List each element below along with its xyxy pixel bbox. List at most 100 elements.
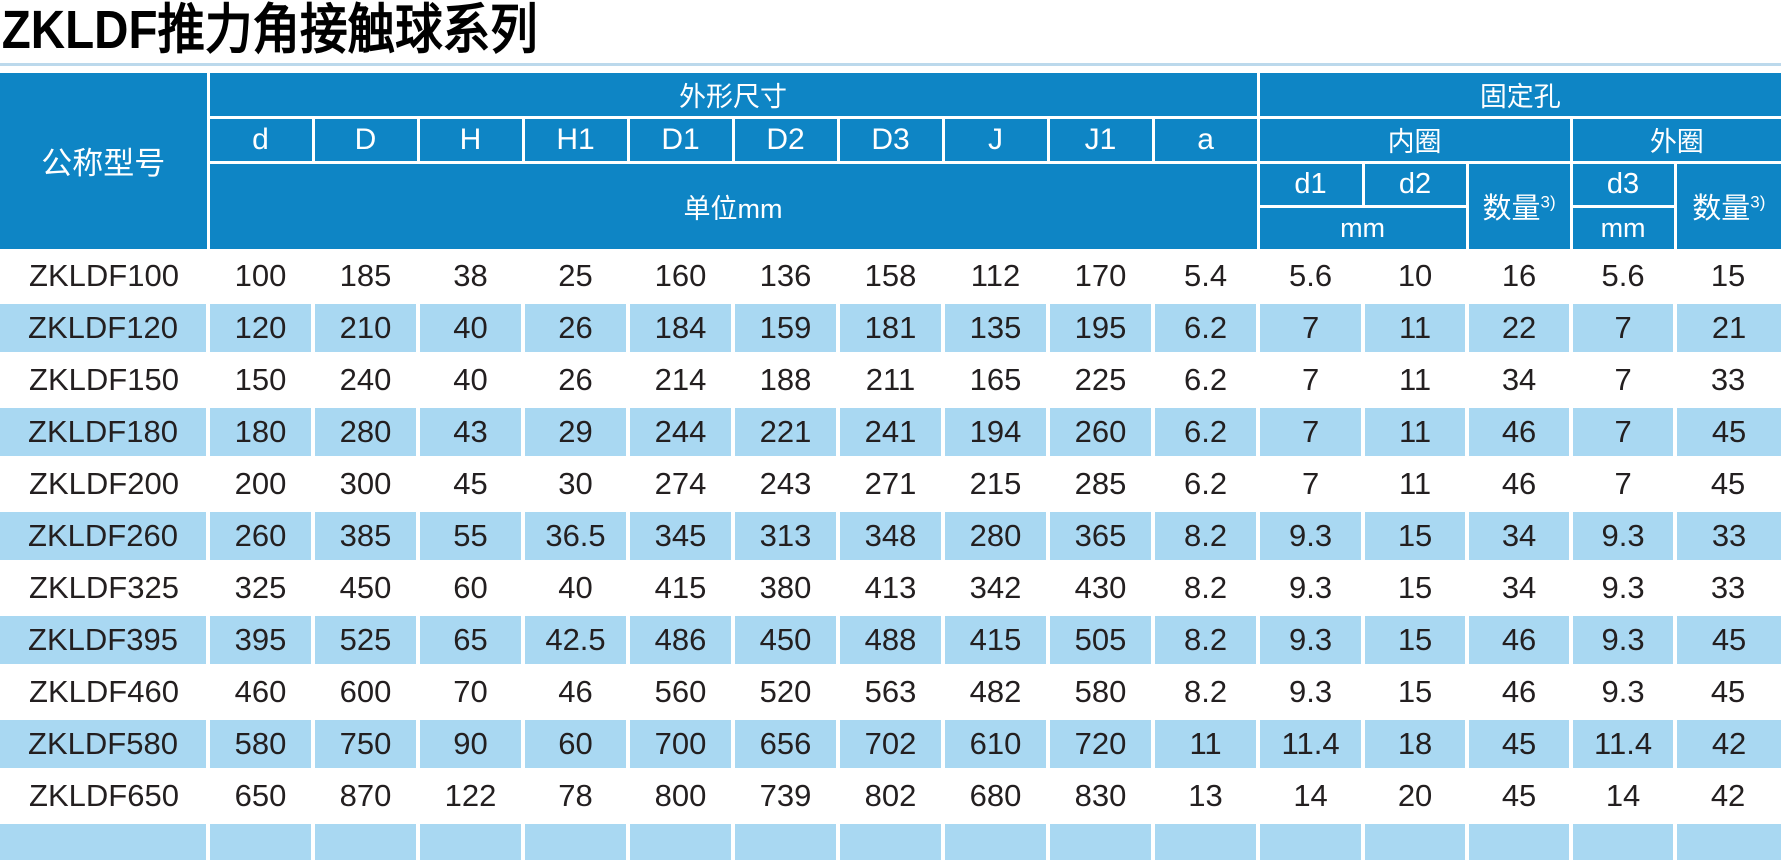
- value-cell: 656: [731, 716, 840, 772]
- value-cell: 9.3: [1571, 666, 1676, 718]
- value-cell: 45: [1673, 404, 1781, 460]
- value-cell: 60: [418, 562, 523, 614]
- value-cell: [1150, 820, 1261, 864]
- page-title: ZKLDF推力角接触球系列: [1, 0, 538, 60]
- value-cell: 450: [731, 612, 840, 668]
- value-cell: [1569, 820, 1678, 864]
- value-cell: 241: [836, 404, 945, 460]
- value-cell: 42: [1673, 716, 1781, 772]
- header-col-H1: H1: [521, 115, 630, 164]
- value-cell: 180: [206, 404, 315, 460]
- value-cell: 225: [1048, 354, 1153, 406]
- value-cell: 7: [1258, 458, 1364, 510]
- value-cell: 15: [1675, 250, 1781, 302]
- value-cell: 14: [1258, 770, 1364, 822]
- value-cell: 802: [838, 770, 943, 822]
- value-cell: 700: [626, 716, 735, 772]
- value-cell: 5.4: [1153, 250, 1259, 302]
- value-cell: 7: [1571, 354, 1676, 406]
- value-cell: [206, 820, 315, 864]
- value-cell: 188: [733, 354, 838, 406]
- table-row: ZKLDF325 325 450 60 40 415 380 413 342 430 8.2 9.3 1…: [0, 562, 1781, 614]
- value-cell: 300: [313, 458, 418, 510]
- table-row: ZKLDF180 180 280 43 29 244 221 241 194 260 6.2 7 11 4…: [0, 404, 1781, 460]
- value-cell: 221: [731, 404, 840, 460]
- value-cell: 720: [1046, 716, 1155, 772]
- value-cell: 112: [943, 250, 1048, 302]
- value-cell: 170: [1048, 250, 1153, 302]
- value-cell: 342: [943, 562, 1048, 614]
- value-cell: 345: [626, 508, 735, 564]
- value-cell: 415: [941, 612, 1050, 668]
- value-cell: 45: [1675, 666, 1781, 718]
- value-cell: 16: [1467, 250, 1572, 302]
- value-cell: 14: [1571, 770, 1676, 822]
- value-cell: 15: [1361, 508, 1470, 564]
- value-cell: 40: [416, 300, 525, 356]
- value-cell: 42.5: [521, 612, 630, 668]
- header-col-D: D: [311, 115, 420, 164]
- model-cell: ZKLDF650: [0, 770, 208, 822]
- value-cell: 185: [313, 250, 418, 302]
- value-cell: 488: [836, 612, 945, 668]
- model-cell: ZKLDF395: [0, 612, 210, 668]
- value-cell: 560: [628, 666, 733, 718]
- value-cell: 11.4: [1569, 716, 1678, 772]
- header-row-groups: 公称型号 外形尺寸 固定孔: [0, 73, 1781, 252]
- value-cell: 45: [1675, 458, 1781, 510]
- value-cell: 40: [418, 354, 523, 406]
- value-cell: 9.3: [1571, 562, 1676, 614]
- value-cell: 11: [1363, 458, 1468, 510]
- value-cell: 34: [1467, 354, 1572, 406]
- value-cell: 580: [206, 716, 315, 772]
- header-inner-ring: 内圈: [1256, 115, 1573, 164]
- header-dims-group: 外形尺寸: [206, 73, 1260, 119]
- spec-table: 公称型号 外形尺寸 固定孔 d D H H1 D1 D2 D3 J J1 a 内…: [0, 73, 1781, 864]
- value-cell: 15: [1363, 562, 1468, 614]
- value-cell: 385: [311, 508, 420, 564]
- value-cell: 200: [208, 458, 313, 510]
- header-outer-mm: mm: [1569, 204, 1677, 252]
- value-cell: 46: [1467, 666, 1572, 718]
- value-cell: 739: [733, 770, 838, 822]
- value-cell: 40: [523, 562, 628, 614]
- value-cell: 870: [313, 770, 418, 822]
- model-cell: ZKLDF260: [0, 508, 210, 564]
- value-cell: 280: [311, 404, 420, 460]
- value-cell: 580: [1048, 666, 1153, 718]
- spec-table-header: 公称型号 外形尺寸 固定孔 d D H H1 D1 D2 D3 J J1 a 内…: [0, 73, 1781, 252]
- value-cell: 9.3: [1258, 562, 1364, 614]
- value-cell: 211: [838, 354, 943, 406]
- value-cell: 184: [626, 300, 735, 356]
- value-cell: 6.2: [1150, 300, 1261, 356]
- value-cell: 34: [1465, 508, 1574, 564]
- value-cell: 25: [523, 250, 628, 302]
- value-cell: [626, 820, 735, 864]
- value-cell: 45: [1673, 612, 1781, 668]
- value-cell: 460: [208, 666, 313, 718]
- value-cell: 65: [416, 612, 525, 668]
- value-cell: 60: [521, 716, 630, 772]
- header-row-subcolumns: 单位mm d1 d2 数量3) d3 数量3): [0, 160, 1781, 252]
- value-cell: 563: [838, 666, 943, 718]
- table-row: ZKLDF650 650 870 122 78 800 739 802 680 830 13 14 20…: [0, 770, 1781, 822]
- value-cell: 505: [1046, 612, 1155, 668]
- value-cell: [1465, 820, 1574, 864]
- value-cell: 482: [943, 666, 1048, 718]
- header-col-d2: d2: [1361, 160, 1469, 208]
- value-cell: 33: [1673, 508, 1781, 564]
- value-cell: 450: [313, 562, 418, 614]
- header-outer-ring: 外圈: [1569, 115, 1781, 164]
- header-inner-qty: 数量3): [1465, 160, 1573, 252]
- value-cell: 135: [941, 300, 1050, 356]
- value-cell: 46: [1465, 404, 1574, 460]
- model-cell: ZKLDF460: [0, 666, 208, 718]
- value-cell: 34: [1467, 562, 1572, 614]
- value-cell: 348: [836, 508, 945, 564]
- value-cell: 45: [418, 458, 523, 510]
- value-cell: 36.5: [521, 508, 630, 564]
- value-cell: 26: [521, 300, 630, 356]
- header-inner-mm: mm: [1256, 204, 1469, 252]
- value-cell: 90: [416, 716, 525, 772]
